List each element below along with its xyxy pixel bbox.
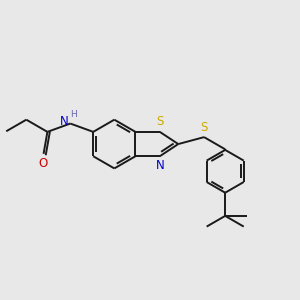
- Text: N: N: [156, 159, 165, 172]
- Text: S: S: [157, 115, 164, 128]
- Text: H: H: [70, 110, 77, 119]
- Text: N: N: [60, 115, 69, 128]
- Text: S: S: [200, 121, 208, 134]
- Text: O: O: [38, 158, 48, 170]
